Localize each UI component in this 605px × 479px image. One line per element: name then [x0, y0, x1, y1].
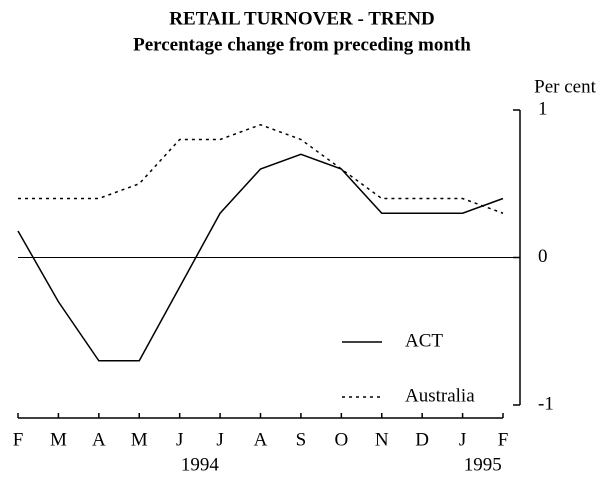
year-label: 1995: [464, 454, 502, 475]
x-tick-label: N: [375, 429, 389, 450]
series-line: [17, 153, 504, 362]
y-tick-label: 0: [538, 246, 548, 267]
year-label: 1994: [181, 454, 220, 475]
legend-label: ACT: [405, 330, 443, 351]
y-tick-label: 1: [538, 98, 548, 119]
y-axis-label: Per cent: [534, 76, 596, 97]
x-tick-label: S: [296, 429, 307, 450]
x-tick-label: M: [131, 429, 148, 450]
legend-label: Australia: [405, 385, 475, 406]
y-tick-label: -1: [538, 393, 554, 414]
series-line: [18, 123, 504, 214]
x-tick-label: A: [254, 429, 268, 450]
x-tick-label: O: [334, 429, 348, 450]
x-tick-label: J: [459, 429, 466, 450]
x-tick-label: D: [415, 429, 429, 450]
x-tick-label: J: [216, 429, 223, 450]
x-tick-label: J: [176, 429, 183, 450]
x-tick-label: F: [13, 429, 24, 450]
chart-title: RETAIL TURNOVER - TREND: [169, 8, 435, 29]
x-tick-label: A: [92, 429, 106, 450]
chart-subtitle: Percentage change from preceding month: [133, 34, 471, 55]
x-tick-label: F: [498, 429, 509, 450]
x-tick-label: M: [50, 429, 67, 450]
